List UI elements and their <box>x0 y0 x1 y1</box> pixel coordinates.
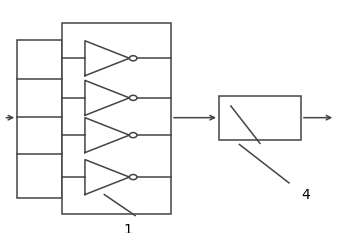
Circle shape <box>129 56 137 61</box>
Bar <box>62 23 171 214</box>
Text: 4: 4 <box>302 188 311 202</box>
Circle shape <box>129 95 137 100</box>
Bar <box>219 96 301 140</box>
Circle shape <box>129 175 137 180</box>
Circle shape <box>129 133 137 138</box>
Text: 1: 1 <box>124 223 133 233</box>
Bar <box>17 40 62 198</box>
